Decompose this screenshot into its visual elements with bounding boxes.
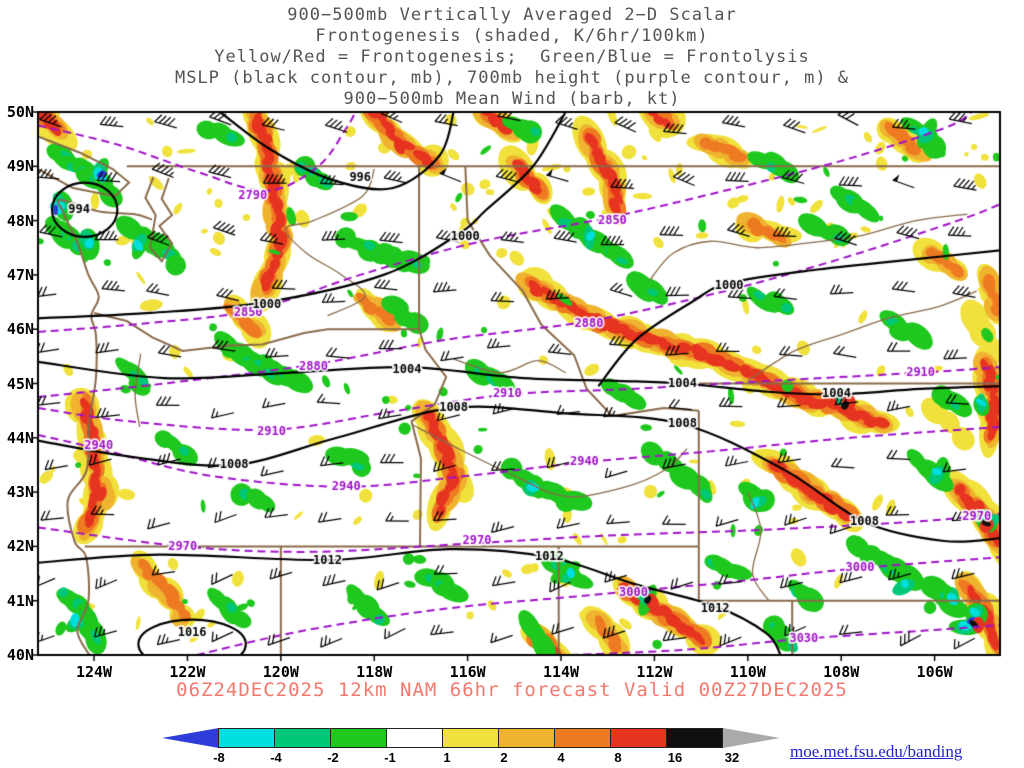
chart-title-line: 900−500mb Mean Wind (barb, kt) — [343, 89, 681, 109]
colorbar-level-label: 32 — [724, 750, 740, 765]
x-axis-label: 118W — [356, 663, 393, 681]
x-axis-label: 120W — [262, 663, 299, 681]
y-axis-label: 42N — [6, 537, 34, 556]
colorbar-level-label: -1 — [384, 750, 396, 765]
y-axis-label: 41N — [6, 591, 34, 610]
y-axis-label: 48N — [6, 211, 34, 230]
y-axis-label: 50N — [6, 103, 34, 121]
x-axis-label: 122W — [169, 663, 206, 681]
y-axis-label: 45N — [6, 374, 34, 393]
colorbar-level-label: -4 — [270, 750, 282, 765]
x-axis-label: 114W — [542, 663, 580, 681]
chart-title-block: 900−500mb Vertically Averaged 2−D Scalar… — [0, 5, 1024, 110]
chart-title-line: Frontogenesis (shaded, K/6hr/100km) — [315, 26, 709, 46]
colorbar-level-label: 2 — [500, 750, 508, 765]
x-axis-label: 116W — [449, 663, 486, 681]
x-axis-label: 112W — [636, 663, 673, 681]
chart-title-line: 900−500mb Vertically Averaged 2−D Scalar — [287, 5, 737, 25]
colorbar-segment — [610, 728, 667, 748]
colorbar-left-arrow — [162, 728, 219, 748]
colorbar-level-label: 16 — [667, 750, 683, 765]
chart-title-line: MSLP (black contour, mb), 700mb height (… — [174, 68, 850, 88]
y-axis-label: 44N — [6, 428, 34, 447]
x-axis-label: 110W — [729, 663, 766, 681]
y-axis-label: 47N — [6, 265, 34, 284]
y-axis-label: 49N — [6, 157, 34, 176]
colorbar-right-arrow — [723, 728, 780, 748]
chart-title-line: Yellow/Red = Frontogenesis; Green/Blue =… — [214, 47, 810, 67]
colorbar-segment — [274, 728, 331, 748]
colorbar-level-label: 8 — [614, 750, 622, 765]
colorbar-segment — [498, 728, 555, 748]
colorbar-segment — [218, 728, 275, 748]
colorbar-level-label: 1 — [443, 750, 451, 765]
colorbar-level-label: 4 — [557, 750, 565, 765]
y-axis-label: 43N — [6, 483, 34, 502]
colorbar-level-label: -2 — [327, 750, 339, 765]
x-axis-label: 108W — [823, 663, 860, 681]
banding-link[interactable]: moe.met.fsu.edu/banding — [790, 742, 963, 761]
x-axis-label: 106W — [916, 663, 953, 681]
forecast-valid-text: 06Z24DEC2025 12km NAM 66hr forecast Vali… — [176, 679, 848, 701]
colorbar-segment — [554, 728, 611, 748]
colorbar-level-label: -8 — [213, 750, 225, 765]
colorbar-segment — [386, 728, 443, 748]
colorbar-segment — [442, 728, 499, 748]
y-axis-label: 40N — [6, 646, 34, 664]
colorbar — [162, 728, 780, 748]
y-axis-label: 46N — [6, 320, 34, 339]
colorbar-segment — [666, 728, 723, 748]
colorbar-segment — [330, 728, 387, 748]
x-axis-label: 124W — [75, 663, 113, 681]
